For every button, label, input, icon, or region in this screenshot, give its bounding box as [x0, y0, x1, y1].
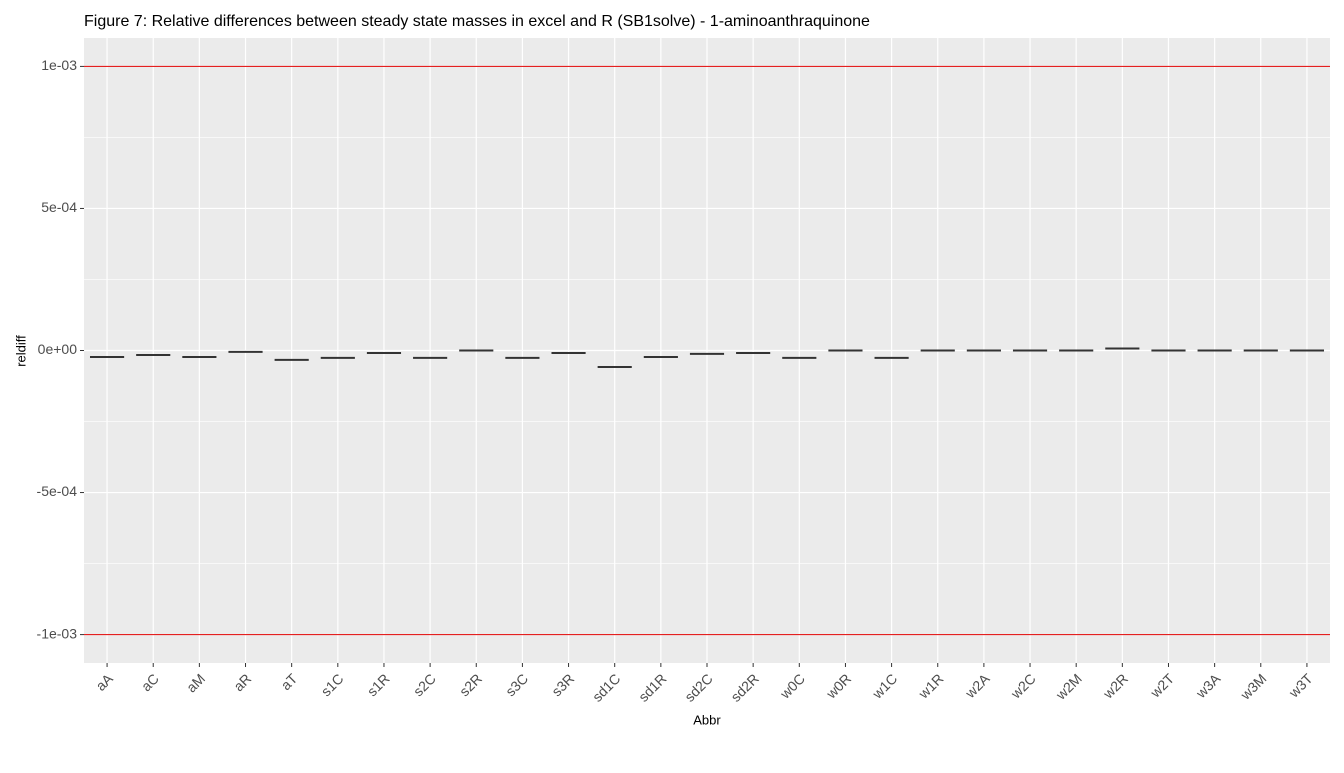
chart-title: Figure 7: Relative differences between s…	[84, 13, 870, 30]
x-tick-label: aT	[278, 670, 301, 693]
x-tick-label: w2R	[1099, 670, 1131, 702]
x-tick-label: s1C	[318, 670, 347, 699]
x-tick-label: s2C	[410, 670, 439, 699]
x-tick-label: sd2C	[681, 670, 715, 704]
x-tick-label: aR	[230, 670, 254, 694]
x-tick-label: sd2R	[727, 670, 761, 704]
x-tick-label: w1C	[869, 670, 901, 702]
x-tick-label: s2R	[456, 670, 485, 699]
y-tick-label: -5e-04	[37, 483, 78, 499]
x-tick-label: w2A	[961, 670, 993, 702]
x-tick-label: s3C	[502, 670, 531, 699]
y-tick-label: 0e+00	[38, 341, 78, 357]
x-tick-label: w3A	[1192, 670, 1224, 702]
x-tick-label: s3R	[548, 670, 577, 699]
x-tick-label: w3T	[1285, 670, 1316, 701]
x-tick-label: aA	[92, 670, 116, 694]
x-tick-label: w0C	[776, 670, 808, 702]
y-axis-title: reldiff	[13, 335, 28, 367]
y-tick-label: -1e-03	[37, 625, 78, 641]
x-tick-label: w0R	[822, 670, 854, 702]
x-tick-label: w2T	[1146, 670, 1177, 701]
x-tick-label: w3M	[1237, 670, 1270, 703]
x-tick-label: w2M	[1052, 670, 1085, 703]
x-tick-label: w2C	[1007, 670, 1039, 702]
x-tick-label: sd1R	[635, 670, 669, 704]
y-tick-label: 5e-04	[41, 199, 77, 215]
x-tick-label: aM	[183, 670, 208, 695]
x-axis-title: Abbr	[693, 712, 721, 727]
x-tick-label: s1R	[364, 670, 393, 699]
x-tick-label: aC	[138, 670, 162, 694]
x-tick-label: w1R	[915, 670, 947, 702]
y-tick-label: 1e-03	[41, 57, 77, 73]
x-tick-label: sd1C	[589, 670, 623, 704]
